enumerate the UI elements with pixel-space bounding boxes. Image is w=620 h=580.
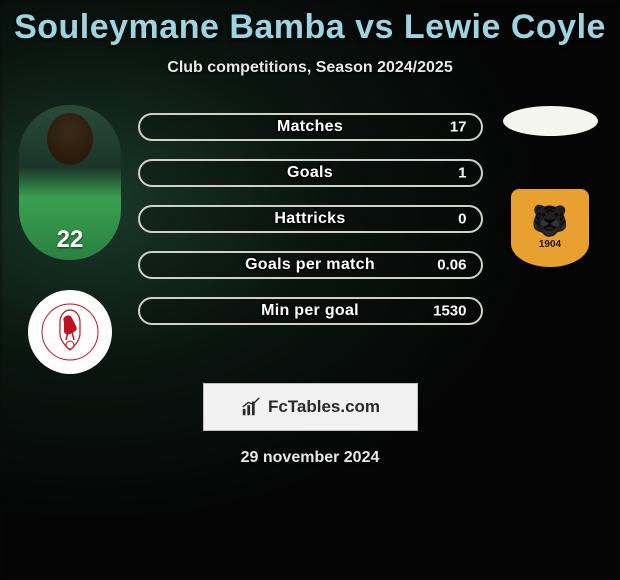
club-badge-left [28,290,112,374]
jersey-number-left: 22 [57,226,84,254]
infographic-date: 29 november 2024 [0,449,620,467]
stat-label: Hattricks [274,210,345,228]
stat-value: 0.06 [437,257,466,274]
stat-row-goals-per-match: Goals per match 0.06 [138,251,483,279]
middlesbrough-crest-icon [40,302,100,362]
stat-label: Min per goal [261,302,359,320]
stat-value: 1530 [433,303,466,320]
stat-label: Goals [287,164,333,182]
stat-row-matches: Matches 17 [138,113,483,141]
club-badge-right: 🐯 1904 [500,178,600,278]
page-subtitle: Club competitions, Season 2024/2025 [0,59,620,77]
left-column: 22 [10,105,130,374]
stat-row-min-per-goal: Min per goal 1530 [138,297,483,325]
tiger-icon: 🐯 [531,207,568,237]
player-photo-left: 22 [19,105,121,260]
stats-list: Matches 17 Goals 1 Hattricks 0 Goals per… [138,105,483,325]
brand-badge[interactable]: FcTables.com [203,383,418,431]
badge-year: 1904 [539,239,561,250]
stat-value: 0 [458,211,466,228]
player-photo-right-placeholder [503,106,598,136]
page-title: Souleymane Bamba vs Lewie Coyle [0,8,620,47]
stat-value: 17 [450,119,467,136]
stat-label: Matches [277,118,343,136]
stat-row-hattricks: Hattricks 0 [138,205,483,233]
infographic-container: Souleymane Bamba vs Lewie Coyle Club com… [0,0,620,580]
content-row: 22 Matches 17 Goals 1 [0,105,620,325]
brand-text: FcTables.com [268,397,380,417]
hull-city-crest-icon: 🐯 1904 [511,189,589,267]
stat-value: 1 [458,165,466,182]
stat-row-goals: Goals 1 [138,159,483,187]
fctables-logo-icon [240,396,262,418]
stat-label: Goals per match [245,256,375,274]
right-column: 🐯 1904 [490,100,610,278]
